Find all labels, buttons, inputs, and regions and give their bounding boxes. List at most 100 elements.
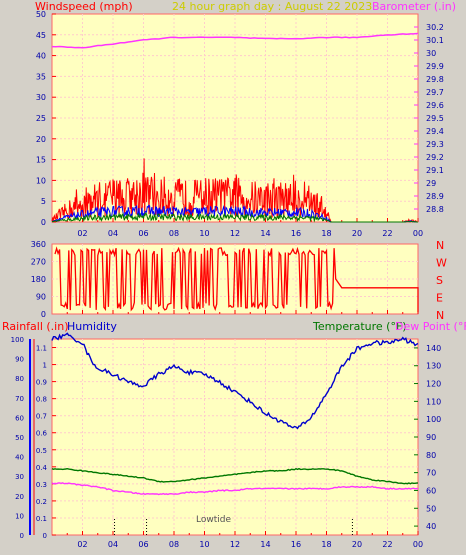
x-tick-label: 14 bbox=[260, 540, 270, 549]
x-tick-label: 06 bbox=[138, 540, 148, 549]
temperature-tick-label: 110 bbox=[426, 397, 441, 406]
barometer-axis-title: Barometer (.in) bbox=[372, 0, 456, 13]
temperature-tick-label: 70 bbox=[426, 469, 436, 478]
rainfall-tick-label: 0.5 bbox=[36, 447, 47, 455]
x-tick-label: 20 bbox=[352, 540, 362, 549]
temperature-tick-label: 50 bbox=[426, 504, 436, 513]
x-tick-label: 14 bbox=[260, 229, 270, 238]
barometer-tick-label: 29.5 bbox=[426, 114, 444, 123]
humidity-tick-label: 100 bbox=[11, 336, 24, 344]
windspeed-tick-label: 10 bbox=[36, 176, 46, 185]
barometer-tick-label: 29.1 bbox=[426, 166, 444, 175]
humidity-tick-label: 70 bbox=[15, 395, 24, 403]
barometer-tick-label: 29.7 bbox=[426, 88, 444, 97]
temperature-series bbox=[51, 467, 419, 485]
lowtide-label: Lowtide bbox=[196, 515, 231, 525]
rainfall-tick-label: 0.2 bbox=[36, 498, 47, 506]
x-tick-label: 00 bbox=[413, 229, 423, 238]
x-tick-label: 08 bbox=[169, 229, 179, 238]
x-tick-label: 18 bbox=[321, 540, 331, 549]
temperature-axis-title: Temperature (°F) bbox=[312, 320, 407, 333]
data-series bbox=[51, 32, 419, 535]
barometer-tick-label: 29.3 bbox=[426, 140, 444, 149]
x-tick-label: 08 bbox=[169, 540, 179, 549]
windspeed-tick-label: 25 bbox=[36, 114, 46, 123]
x-tick-label: 00 bbox=[413, 540, 423, 549]
humidity-tick-label: 50 bbox=[15, 434, 24, 442]
barometer-tick-label: 29 bbox=[426, 179, 436, 188]
humidity-axis-title: Humidity bbox=[67, 320, 117, 333]
x-tick-label: 10 bbox=[199, 229, 209, 238]
barometer-tick-label: 29.2 bbox=[426, 153, 444, 162]
humidity-tick-label: 60 bbox=[15, 414, 24, 422]
temperature-tick-label: 80 bbox=[426, 451, 436, 460]
windspeed-tick-label: 20 bbox=[36, 135, 46, 144]
rainfall-axis-title: Rainfall (.in) bbox=[2, 320, 69, 333]
x-tick-label: 12 bbox=[230, 229, 240, 238]
windspeed-low-series bbox=[51, 211, 418, 223]
x-tick-label: 10 bbox=[199, 540, 209, 549]
humidity-tick-label: 0 bbox=[20, 532, 24, 540]
x-tick-label: 18 bbox=[321, 229, 331, 238]
humidity-tick-label: 80 bbox=[15, 375, 24, 383]
windspeed-axis-title: Windspeed (mph) bbox=[35, 0, 133, 13]
temperature-tick-label: 90 bbox=[426, 433, 436, 442]
tick-labels: 0202040406060808101012121414161618182020… bbox=[11, 10, 447, 549]
barometer-tick-label: 30 bbox=[426, 49, 436, 58]
humidity-tick-label: 90 bbox=[15, 356, 24, 364]
x-tick-label: 02 bbox=[77, 540, 87, 549]
x-tick-label: 12 bbox=[230, 540, 240, 549]
rainfall-tick-label: 0.1 bbox=[36, 515, 47, 523]
x-tick-label: 04 bbox=[108, 229, 118, 238]
barometer-tick-label: 30.1 bbox=[426, 36, 444, 45]
humidity-tick-label: 30 bbox=[15, 473, 24, 481]
rainfall-tick-label: 1 bbox=[43, 362, 47, 370]
windspeed-tick-label: 5 bbox=[41, 197, 46, 206]
compass-direction-label: S bbox=[436, 274, 443, 287]
windspeed-tick-label: 0 bbox=[41, 218, 46, 227]
x-tick-label: 02 bbox=[77, 229, 87, 238]
compass-direction-label: N bbox=[436, 309, 444, 322]
barometer-tick-label: 29.8 bbox=[426, 75, 444, 84]
barometer-tick-label: 29.4 bbox=[426, 127, 444, 136]
rainfall-tick-label: 0.7 bbox=[36, 413, 47, 421]
windspeed-tick-label: 40 bbox=[36, 52, 46, 61]
rainfall-tick-label: 0 bbox=[43, 532, 47, 540]
barometer-tick-label: 28.8 bbox=[426, 205, 444, 214]
compass-direction-label: E bbox=[436, 292, 443, 305]
humidity-tick-label: 10 bbox=[15, 512, 24, 520]
barometer-tick-label: 28.9 bbox=[426, 192, 444, 201]
wind-direction-series bbox=[54, 246, 419, 313]
rainfall-tick-label: 0.3 bbox=[36, 481, 47, 489]
barometer-tick-label: 29.9 bbox=[426, 62, 444, 71]
windspeed-tick-label: 15 bbox=[36, 156, 46, 165]
temperature-tick-label: 130 bbox=[426, 362, 441, 371]
compass-direction-label: W bbox=[436, 257, 447, 270]
compass-direction-label: N bbox=[436, 239, 444, 252]
barometer-tick-label: 30.2 bbox=[426, 23, 444, 32]
rainfall-tick-label: 0.9 bbox=[36, 379, 47, 387]
rainfall-tick-label: 1.1 bbox=[36, 345, 47, 353]
temperature-tick-label: 60 bbox=[426, 486, 436, 495]
x-tick-label: 16 bbox=[291, 229, 301, 238]
windspeed-tick-label: 50 bbox=[36, 10, 46, 19]
direction-tick-label: 360 bbox=[31, 240, 46, 249]
direction-tick-label: 270 bbox=[31, 258, 46, 267]
graph-title: 24 hour graph day : August 22 2023 bbox=[172, 0, 372, 13]
x-tick-label: 22 bbox=[382, 540, 392, 549]
x-tick-label: 16 bbox=[291, 540, 301, 549]
x-tick-label: 22 bbox=[382, 229, 392, 238]
temperature-tick-label: 40 bbox=[426, 522, 436, 531]
temperature-tick-label: 100 bbox=[426, 415, 441, 424]
rainfall-tick-label: 0.4 bbox=[36, 464, 48, 472]
dew-point-axis-title: Dew Point (°F) bbox=[395, 320, 466, 333]
direction-tick-label: 90 bbox=[36, 293, 46, 302]
windspeed-tick-label: 30 bbox=[36, 93, 46, 102]
x-tick-label: 20 bbox=[352, 229, 362, 238]
temperature-tick-label: 120 bbox=[426, 380, 441, 389]
humidity-tick-label: 20 bbox=[15, 493, 24, 501]
direction-tick-label: 0 bbox=[41, 310, 46, 319]
x-tick-label: 04 bbox=[108, 540, 118, 549]
